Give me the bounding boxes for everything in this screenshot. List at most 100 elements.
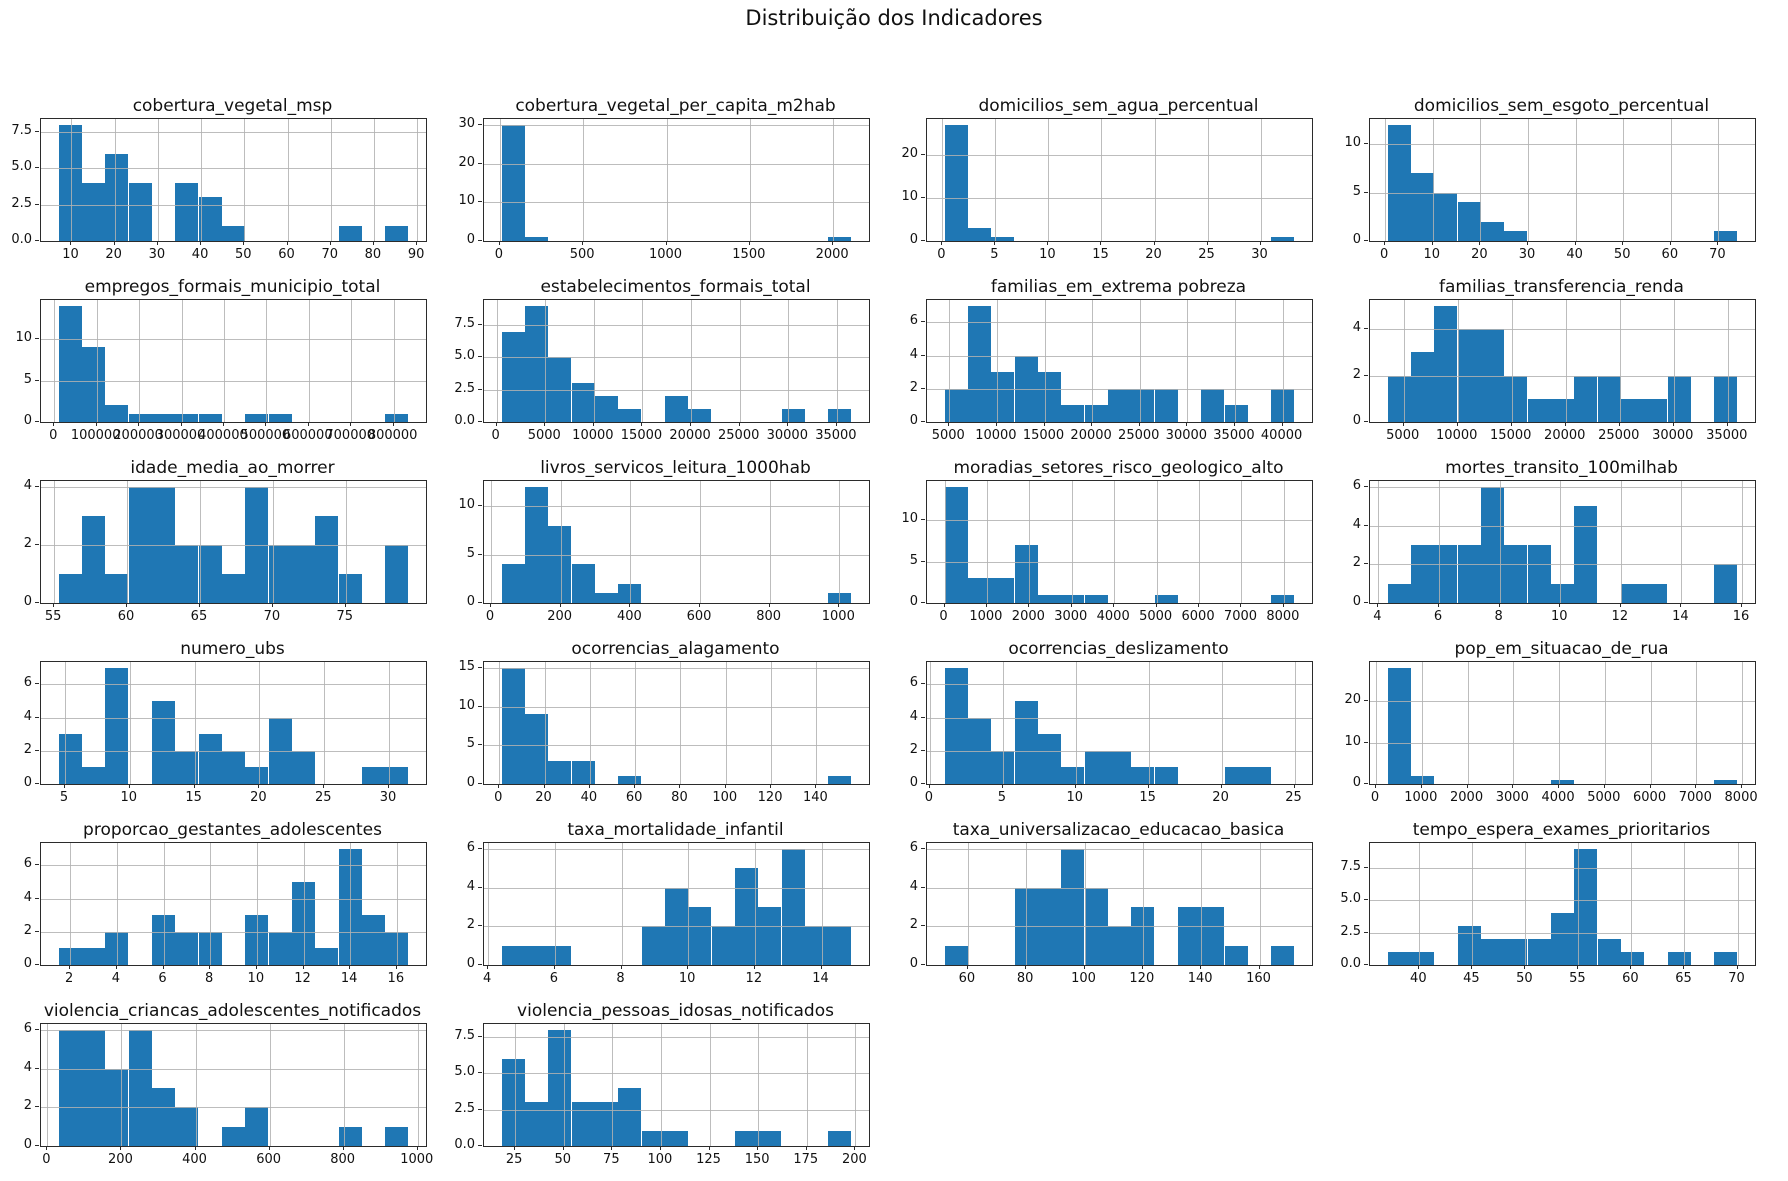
x-tick-label: 10 [678, 971, 696, 986]
gridline [1525, 843, 1527, 965]
y-tick-label: 6 [1352, 477, 1361, 493]
histogram-bar [338, 1126, 362, 1146]
y-tick-label: 4 [909, 708, 918, 724]
x-tick-label: 4000 [1541, 790, 1575, 805]
subplot-title: familias_em_extrema pobreza [990, 277, 1247, 297]
x-tick-mark [1680, 603, 1682, 607]
x-tick-label: 5 [59, 790, 69, 805]
y-tick-label: 10 [458, 697, 475, 713]
gridline [1370, 868, 1755, 870]
x-tick-mark [738, 422, 740, 426]
subplot-taxa_universalizacao_educacao_basica: taxa_universalizacao_educacao_basica 60 80… [910, 820, 1313, 986]
x-tick-mark [634, 784, 636, 788]
x-tick-mark [1574, 241, 1576, 245]
y-tick-mark [1364, 191, 1368, 193]
gridline [1259, 843, 1261, 965]
x-tick-label: 400 [616, 609, 642, 624]
x-tick-mark [659, 1146, 661, 1150]
x-tick-label: 0 [924, 790, 934, 805]
x-tick-label: 125 [696, 1152, 721, 1167]
y-tick-label: 10 [1344, 733, 1361, 749]
x-tick-label: 500 [569, 247, 595, 262]
y-tick-mark [35, 716, 39, 718]
x-tick-label: 20 [105, 247, 122, 262]
gridline [41, 684, 426, 686]
histogram-bar [385, 931, 409, 965]
y-tick-label: 0 [909, 775, 918, 790]
y-tick-mark [1364, 899, 1368, 901]
y-tick-label: 10 [458, 193, 475, 209]
x-tick-label: 12 [1611, 609, 1629, 624]
x-tick-mark [1619, 603, 1621, 607]
gridline [635, 662, 637, 784]
plot-area [1369, 842, 1756, 966]
x-tick-mark [302, 965, 304, 969]
gridline [1696, 662, 1698, 784]
gridline [1681, 481, 1683, 603]
gridline [139, 300, 141, 422]
gridline [515, 1024, 517, 1146]
gridline [1044, 300, 1046, 422]
histogram-bar [828, 237, 852, 241]
gridline [1378, 481, 1380, 603]
x-tick-mark [559, 603, 561, 607]
y-tick-label: 0.0 [11, 232, 32, 247]
y-tick-label: 7.5 [1340, 859, 1361, 875]
y-tick-label: 2 [23, 922, 32, 938]
histogram-bar [758, 906, 782, 965]
gridline [41, 132, 426, 134]
y-tick-mark [478, 964, 482, 965]
gridline [484, 202, 869, 204]
x-tick-mark [994, 241, 996, 245]
x-tick-mark [588, 784, 590, 788]
gridline [54, 300, 56, 422]
x-tick-mark [582, 241, 584, 245]
y-tick-label: 0 [23, 775, 32, 790]
gridline [1002, 662, 1004, 784]
x-tick-mark [349, 965, 351, 969]
histogram-bar [1131, 767, 1155, 784]
histogram-bar [338, 573, 362, 603]
x-tick-mark [1281, 422, 1283, 426]
histogram-bar [175, 1107, 199, 1146]
gridline [1026, 843, 1028, 965]
y-tick-mark [1364, 741, 1368, 743]
gridline [194, 662, 196, 784]
y-tick-mark [921, 153, 925, 155]
y-tick-label: 0 [23, 956, 32, 971]
x-tick-mark [514, 1146, 516, 1150]
subplot-empregos_formais_municipio_total: empregos_formais_municipio_total 0 100000 2… [15, 277, 427, 443]
gridline [324, 662, 326, 784]
y-tick-label: 4 [909, 878, 918, 894]
gridline [484, 1073, 869, 1075]
x-tick-label: 1000 [648, 247, 683, 262]
x-tick-label: 8 [1494, 609, 1503, 624]
plot-area [1369, 480, 1756, 604]
histogram-bar [1084, 405, 1108, 422]
histogram-bar [688, 906, 712, 965]
x-tick-mark [1471, 965, 1473, 969]
x-tick-mark [1558, 784, 1560, 788]
subplot-violencia_criancas_adolescentes_notificados: violencia_criancas_adolescentes_notifica… [24, 1001, 434, 1167]
subplot-title: proporcao_gestantes_adolescentes [83, 820, 382, 840]
histogram-bar [198, 544, 222, 603]
gridline [749, 119, 751, 241]
y-tick-label: 4 [23, 708, 32, 724]
y-tick-label: 7.5 [454, 316, 475, 332]
histogram-bar [81, 948, 106, 965]
x-tick-label: 40 [1566, 247, 1583, 262]
x-tick-mark [63, 784, 65, 788]
histogram-bar [524, 714, 549, 784]
y-tick-label: 0 [909, 413, 918, 428]
x-tick-mark [342, 1146, 344, 1150]
gridline [949, 300, 951, 422]
y-tick-mark [921, 886, 925, 888]
histogram-bar [594, 1102, 619, 1146]
x-tick-label: 10 [1550, 609, 1568, 624]
x-tick-label: 2000 [1450, 790, 1484, 805]
histogram-bar [268, 931, 292, 965]
histogram-bar [571, 1102, 595, 1146]
plot-area [40, 1023, 427, 1147]
histogram-bar [1037, 372, 1062, 422]
x-tick-mark [1153, 241, 1155, 245]
